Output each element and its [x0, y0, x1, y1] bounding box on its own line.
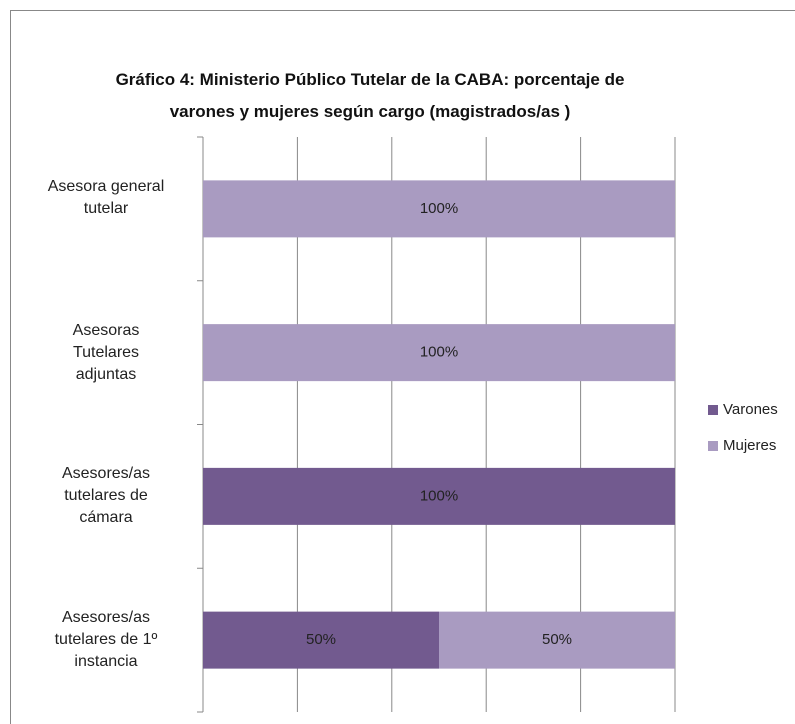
data-label: 50%: [306, 631, 336, 648]
legend-label: Mujeres: [723, 437, 776, 454]
chart-frame: [10, 10, 795, 724]
y-tick-label: Asesores/as tutelares de cámara: [61, 465, 151, 527]
legend-label: Varones: [723, 401, 778, 418]
bar-segment: [203, 611, 439, 669]
y-tick-label: Asesoras Tutelares adjuntas: [72, 321, 140, 383]
bar-segment: [439, 611, 675, 669]
data-label: 100%: [420, 200, 458, 217]
bar-segment: [203, 180, 675, 238]
y-tick-label: Asesores/as tutelares de 1º instancia: [54, 609, 158, 671]
bar-segment: [203, 467, 675, 525]
chart-title: Gráfico 4: Ministerio Público Tutelar de…: [115, 70, 625, 121]
y-tick-label: Asesora general tutelar: [47, 177, 165, 217]
data-label: 100%: [420, 344, 458, 361]
data-label: 100%: [420, 487, 458, 504]
legend-swatch: [708, 405, 718, 415]
data-label: 50%: [542, 631, 572, 648]
legend-swatch: [708, 441, 718, 451]
bar-segment: [203, 324, 675, 382]
